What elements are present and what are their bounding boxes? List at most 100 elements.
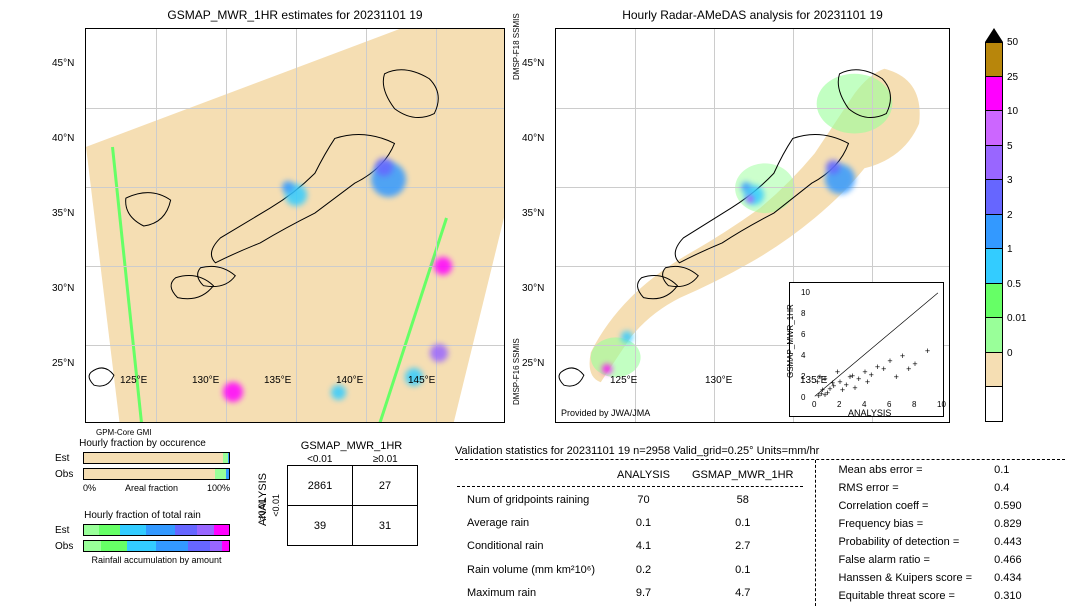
- scatter-point: +: [840, 385, 845, 395]
- axis-tick: 30°N: [522, 283, 544, 294]
- colorbar-seg: [985, 318, 1003, 353]
- bar-row: Obs: [55, 539, 230, 553]
- ct-cell-01: 27: [353, 466, 418, 506]
- rain-blob: [602, 364, 612, 374]
- axis-tick: 125°E: [120, 375, 147, 386]
- occurrence-title: Hourly fraction by occurence: [55, 438, 230, 449]
- ct-colsub-1: ≥0.01: [353, 454, 419, 465]
- colorbar-tick: 2: [1007, 210, 1013, 221]
- scatter-point: +: [925, 346, 930, 356]
- axis-tick: 130°E: [705, 375, 732, 386]
- ct-rowsub-1: ≥0.01: [257, 498, 267, 520]
- axis-tick: 40°N: [52, 133, 74, 144]
- rain-blob: [747, 196, 753, 202]
- colorbar-tick: 0.01: [1007, 313, 1026, 324]
- colorbar-seg: [985, 353, 1003, 388]
- colorbar-tick: 0: [1007, 348, 1013, 359]
- sat-label-f16: DMSP-F16 SSMIS: [512, 338, 521, 405]
- sat-label-f18: DMSP-F18 SSMIS: [512, 13, 521, 80]
- scatter-point: +: [835, 367, 840, 377]
- metrics-table: Mean abs error =0.1RMS error =0.4Correla…: [826, 460, 1033, 606]
- validation-table: ANALYSISGSMAP_MWR_1HRNum of gridpoints r…: [455, 462, 805, 606]
- colorbar-seg: [985, 284, 1003, 319]
- ct-cell-10: 39: [288, 506, 353, 546]
- provider-text: Provided by JWA/JMA: [561, 408, 650, 418]
- axis-tick: 130°E: [192, 375, 219, 386]
- right-map-title: Hourly Radar-AMeDAS analysis for 2023110…: [555, 8, 950, 22]
- validation-panel: Validation statistics for 20231101 19 n=…: [455, 445, 1065, 606]
- totalrain-caption: Rainfall accumulation by amount: [55, 555, 230, 565]
- axis-tick: 35°N: [522, 208, 544, 219]
- scatter-inset: ++++++++++++++++++++++++++++++ 0246810 0…: [789, 282, 944, 417]
- ct-cell-11: 31: [353, 506, 418, 546]
- scatter-point: +: [825, 388, 830, 398]
- axis-tick: 145°E: [408, 375, 435, 386]
- colorbar-seg: [985, 111, 1003, 146]
- axis-tick: 30°N: [52, 283, 74, 294]
- scatter-point: +: [887, 356, 892, 366]
- scatter-ylabel: GSMAP_MWR_1HR: [786, 304, 795, 378]
- bar-row: Obs: [55, 467, 230, 481]
- right-map-panel: Provided by JWA/JMA ++++++++++++++++++++…: [555, 28, 950, 423]
- colorbar-tick: 0.5: [1007, 279, 1021, 290]
- axis-tick: 125°E: [610, 375, 637, 386]
- colorbar-seg: [985, 249, 1003, 284]
- ct-cell-00: 2861: [288, 466, 353, 506]
- bar-row: Est: [55, 451, 230, 465]
- rain-blob: [331, 385, 346, 400]
- axis-tick: 135°E: [800, 375, 827, 386]
- axis-tick: 45°N: [52, 58, 74, 69]
- occ-axis-left: 0%: [83, 483, 96, 493]
- scatter-point: +: [830, 378, 835, 388]
- colorbar-seg: [985, 387, 1003, 422]
- scatter-point: +: [894, 372, 899, 382]
- occurrence-panel: Hourly fraction by occurence Est Obs 0% A…: [55, 438, 230, 493]
- scatter-point: +: [862, 367, 867, 377]
- scatter-point: +: [875, 362, 880, 372]
- validation-header: Validation statistics for 20231101 19 n=…: [455, 445, 1065, 460]
- ct-colsub-0: <0.01: [287, 454, 353, 465]
- occ-axis-label: Areal fraction: [125, 483, 178, 493]
- colorbar-seg: [985, 146, 1003, 181]
- ct-col-header: GSMAP_MWR_1HR: [285, 440, 418, 452]
- scatter-point: +: [820, 385, 825, 395]
- colorbar-seg: [985, 42, 1003, 77]
- sat-label-gmi: GPM-Core GMI: [96, 428, 152, 437]
- scatter-point: +: [906, 364, 911, 374]
- scatter-point: +: [847, 372, 852, 382]
- axis-tick: 135°E: [264, 375, 291, 386]
- ct-rowsub-0: <0.01: [271, 494, 287, 517]
- colorbar-seg: [985, 215, 1003, 250]
- axis-tick: 25°N: [522, 358, 544, 369]
- rain-blob: [430, 344, 448, 362]
- rain-blob: [826, 160, 840, 174]
- scatter-point: +: [852, 383, 857, 393]
- scatter-point: +: [912, 359, 917, 369]
- colorbar-tick: 5: [1007, 141, 1013, 152]
- colorbar-overflow-icon: [985, 28, 1003, 42]
- occ-axis-right: 100%: [207, 483, 230, 493]
- totalrain-title: Hourly fraction of total rain: [55, 510, 230, 521]
- scatter-xlabel: ANALYSIS: [848, 408, 891, 418]
- axis-tick: 140°E: [336, 375, 363, 386]
- japan-outline-left: [86, 29, 504, 422]
- totalrain-panel: Hourly fraction of total rain Est Obs Rai…: [55, 510, 230, 565]
- scatter-point: +: [881, 364, 886, 374]
- rain-blob: [741, 182, 751, 192]
- rain-blob: [282, 181, 294, 193]
- axis-tick: 35°N: [52, 208, 74, 219]
- bar-row: Est: [55, 523, 230, 537]
- colorbar: 50251053210.50.010: [985, 28, 1003, 422]
- scatter-point: +: [865, 377, 870, 387]
- axis-tick: 25°N: [52, 358, 74, 369]
- contingency-panel: GSMAP_MWR_1HR ANALYSIS <0.01 ≥0.01 <0.01…: [255, 440, 418, 546]
- axis-tick: 40°N: [522, 133, 544, 144]
- colorbar-seg: [985, 180, 1003, 215]
- scatter-point: +: [900, 351, 905, 361]
- colorbar-tick: 1: [1007, 244, 1013, 255]
- left-map-panel: [85, 28, 505, 423]
- rain-blob: [434, 257, 452, 275]
- axis-tick: 45°N: [522, 58, 544, 69]
- colorbar-tick: 50: [1007, 37, 1018, 48]
- colorbar-tick: 3: [1007, 175, 1013, 186]
